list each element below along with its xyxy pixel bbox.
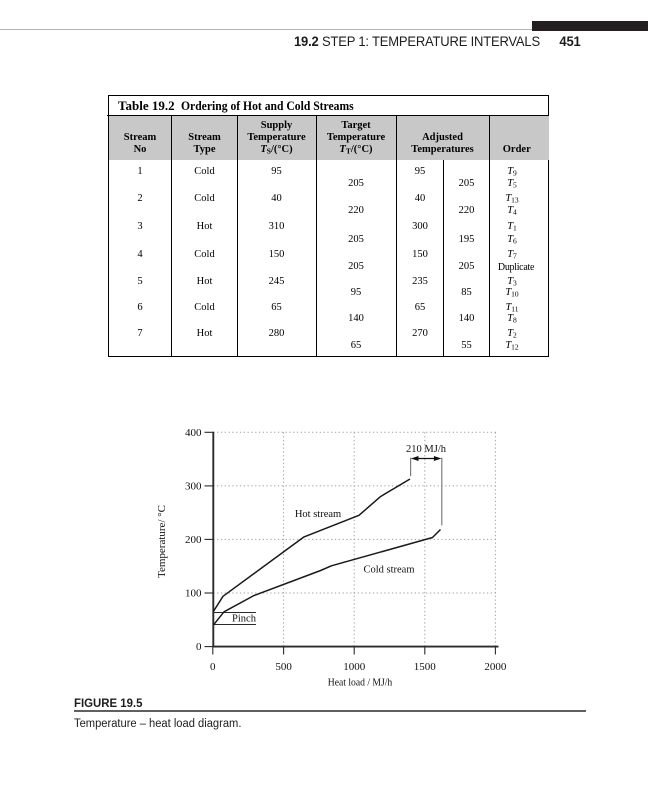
svg-text:0: 0: [210, 661, 216, 673]
svg-text:210 MJ/h: 210 MJ/h: [406, 444, 447, 455]
svg-text:Temperature/ °C: Temperature/ °C: [157, 505, 168, 578]
svg-text:Pinch: Pinch: [232, 614, 257, 625]
svg-text:2000: 2000: [484, 661, 507, 673]
svg-text:Heat load / MJ/h: Heat load / MJ/h: [328, 677, 393, 689]
svg-text:Hot stream: Hot stream: [295, 509, 341, 520]
svg-text:100: 100: [185, 588, 202, 600]
svg-text:400: 400: [185, 427, 202, 439]
svg-text:1500: 1500: [414, 661, 437, 673]
svg-text:1000: 1000: [343, 661, 366, 673]
svg-text:Cold stream: Cold stream: [363, 565, 414, 576]
svg-text:300: 300: [185, 480, 202, 492]
svg-text:200: 200: [185, 534, 202, 546]
svg-text:0: 0: [196, 641, 202, 653]
svg-text:500: 500: [275, 661, 292, 673]
